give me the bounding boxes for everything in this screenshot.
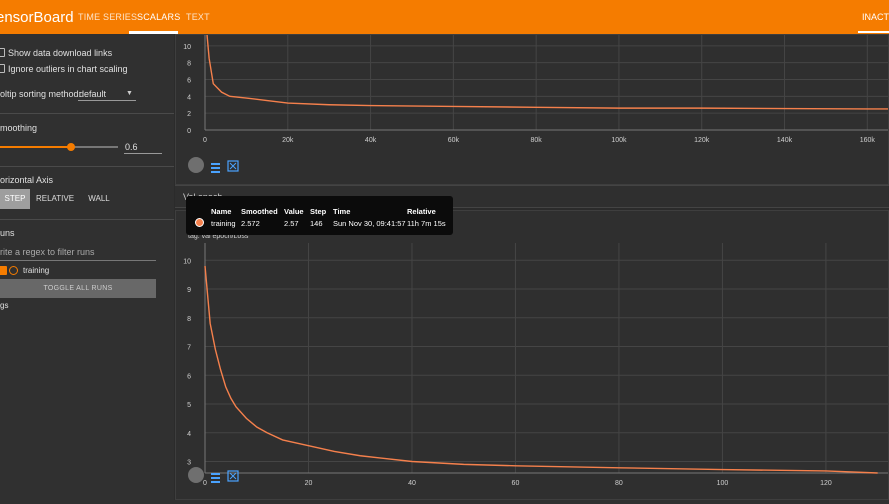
active-tab-indicator bbox=[129, 31, 178, 34]
y-tick-label: 2 bbox=[187, 111, 191, 118]
fit-domain-icon[interactable] bbox=[227, 159, 239, 172]
smoothing-label: moothing bbox=[0, 123, 38, 133]
y-tick-label: 10 bbox=[183, 44, 191, 51]
x-tick-label: 60 bbox=[512, 480, 520, 487]
run-color-icon[interactable] bbox=[9, 266, 18, 275]
x-tick-label: 120k bbox=[694, 137, 710, 144]
y-tick-label: 6 bbox=[187, 78, 191, 85]
x-tick-label: 160k bbox=[860, 137, 876, 144]
runs-label: uns bbox=[0, 228, 15, 238]
run-filter-input[interactable]: rite a regex to filter runs bbox=[0, 247, 95, 257]
y-tick-label: 0 bbox=[187, 128, 191, 135]
tooltip-header-smoothed: Smoothed bbox=[241, 207, 278, 216]
tab-text[interactable]: TEXT bbox=[186, 12, 210, 22]
x-tick-label: 40k bbox=[365, 137, 377, 144]
tooltip-run-name: training bbox=[211, 219, 236, 228]
chevron-down-icon[interactable]: ▼ bbox=[126, 90, 133, 97]
tooltip-header-time: Time bbox=[333, 207, 351, 216]
chart-top[interactable]: 024681012020k40k60k80k100k120k140k160k bbox=[176, 12, 888, 184]
x-tick-label: 60k bbox=[448, 137, 460, 144]
y-tick-label: 3 bbox=[187, 460, 191, 467]
tooltip-time: Sun Nov 30, 09:41:57 bbox=[333, 219, 406, 228]
menu-icon[interactable] bbox=[210, 160, 222, 173]
run-training-checkbox[interactable] bbox=[0, 266, 7, 275]
chart-tooltip: Name Smoothed Value Step Time Relative t… bbox=[186, 196, 453, 235]
divider bbox=[0, 219, 174, 220]
x-tick-label: 0 bbox=[203, 480, 207, 487]
chart-card-top: 024681012020k40k60k80k100k120k140k160k bbox=[175, 12, 889, 185]
divider bbox=[0, 166, 174, 167]
expand-chart-icon[interactable] bbox=[188, 157, 204, 173]
top-bar: ensorBoard TIME SERIES SCALARS TEXT INAC… bbox=[0, 0, 889, 34]
tooltip-step: 146 bbox=[310, 219, 323, 228]
x-tick-label: 140k bbox=[777, 137, 793, 144]
tooltip-sort-select[interactable]: default bbox=[79, 89, 107, 99]
fit-domain-icon[interactable] bbox=[227, 469, 239, 482]
smoothing-slider-fill bbox=[0, 146, 71, 148]
tooltip-header-relative: Relative bbox=[407, 207, 436, 216]
app-title: ensorBoard bbox=[0, 9, 74, 26]
axis-wall-button[interactable]: WALL bbox=[88, 194, 110, 203]
y-tick-label: 7 bbox=[187, 345, 191, 352]
x-tick-label: 80k bbox=[531, 137, 543, 144]
tooltip-relative: 11h 7m 15s bbox=[407, 219, 446, 228]
x-tick-label: 100 bbox=[717, 480, 729, 487]
expand-chart-icon[interactable] bbox=[188, 467, 204, 483]
x-tick-label: 0 bbox=[203, 137, 207, 144]
x-tick-label: 120 bbox=[820, 480, 832, 487]
chart-card-bottom: 3 4 5 6 7 8 9 10 0 20 40 60 80 100 120 tag: val epoch/L… bbox=[175, 210, 889, 500]
main-panel: 0 2 4 6 8 10 120 20k 40k 60k 80k 100k 120k 140k 160k V… bbox=[174, 12, 889, 500]
status-dropdown[interactable]: INACTI bbox=[862, 12, 889, 22]
run-filter-underline bbox=[0, 260, 156, 261]
smoothing-value-input[interactable]: 0.6 bbox=[125, 142, 138, 152]
download-links-checkbox[interactable] bbox=[0, 48, 5, 57]
series-color-dot bbox=[195, 218, 204, 227]
tooltip-value: 2.57 bbox=[284, 219, 299, 228]
x-tick-label: 20 bbox=[305, 480, 313, 487]
menu-icon[interactable] bbox=[210, 470, 222, 483]
tags-label: gs bbox=[0, 301, 9, 310]
y-tick-label: 10 bbox=[183, 258, 191, 265]
x-tick-label: 80 bbox=[615, 480, 623, 487]
y-tick-label: 5 bbox=[187, 402, 191, 409]
horizontal-axis-label: orizontal Axis bbox=[0, 175, 54, 185]
tab-scalars[interactable]: SCALARS bbox=[137, 12, 181, 22]
y-tick-label: 8 bbox=[187, 316, 191, 323]
smoothing-slider-handle[interactable] bbox=[67, 143, 75, 151]
tooltip-header-name: Name bbox=[211, 207, 232, 216]
status-underline bbox=[858, 31, 889, 33]
tab-time-series[interactable]: TIME SERIES bbox=[78, 12, 138, 22]
tooltip-header-step: Step bbox=[310, 207, 327, 216]
y-tick-label: 4 bbox=[187, 94, 191, 101]
tooltip-smoothed-value: 2.572 bbox=[241, 219, 260, 228]
y-tick-label: 6 bbox=[187, 373, 191, 380]
sidebar: Show data download links Ignore outliers… bbox=[0, 34, 174, 500]
tooltip-header-value: Value bbox=[284, 207, 304, 216]
ignore-outliers-label: Ignore outliers in chart scaling bbox=[8, 64, 128, 74]
smoothing-input-underline bbox=[124, 153, 162, 154]
series-line-training[interactable] bbox=[204, 12, 888, 110]
ignore-outliers-checkbox[interactable] bbox=[0, 64, 5, 73]
axis-relative-button[interactable]: RELATIVE bbox=[35, 194, 75, 203]
tooltip-sort-label: oltip sorting method: bbox=[0, 89, 82, 99]
download-links-label: Show data download links bbox=[8, 48, 113, 58]
axis-step-button[interactable]: STEP bbox=[0, 189, 30, 209]
select-underline bbox=[78, 100, 136, 101]
y-tick-label: 9 bbox=[187, 287, 191, 294]
y-tick-label: 8 bbox=[187, 61, 191, 68]
toggle-all-runs-button[interactable]: TOGGLE ALL RUNS bbox=[0, 279, 156, 298]
x-tick-label: 40 bbox=[408, 480, 416, 487]
series-line-training[interactable] bbox=[204, 265, 878, 474]
y-tick-label: 4 bbox=[187, 431, 191, 438]
run-training-label: training bbox=[23, 266, 50, 275]
x-tick-label: 100k bbox=[611, 137, 627, 144]
x-tick-label: 20k bbox=[282, 137, 294, 144]
divider bbox=[0, 113, 174, 114]
chart-title: tag: val epoch/Loss bbox=[188, 233, 249, 240]
